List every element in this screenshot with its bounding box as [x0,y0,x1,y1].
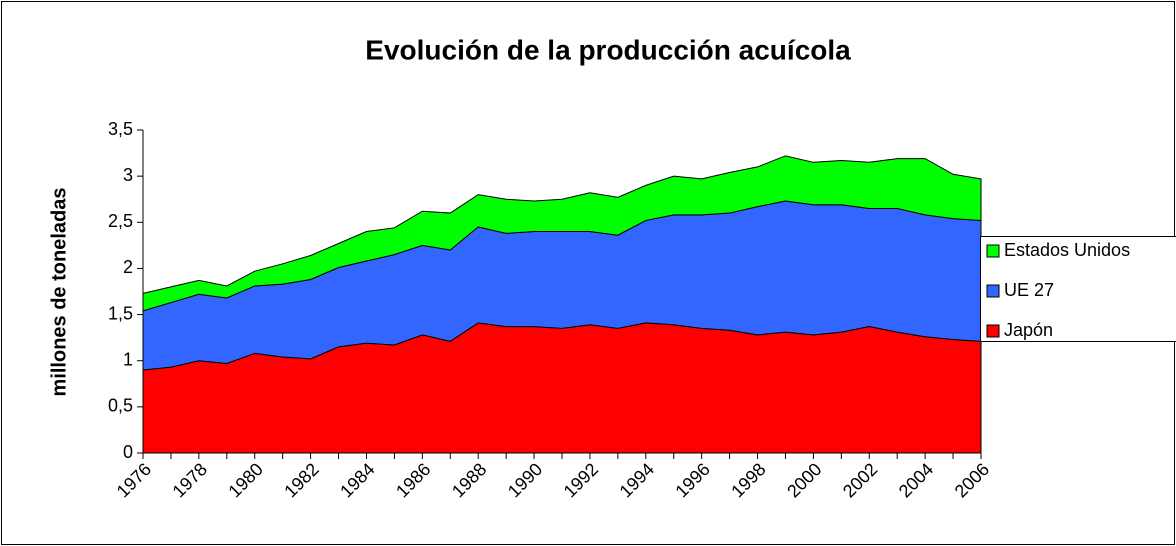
y-tick-label: 3 [123,165,133,185]
y-tick-label: 3,5 [108,119,133,139]
legend-label: Japón [1004,320,1053,340]
y-tick-label: 2 [123,257,133,277]
legend-swatch [986,324,1000,338]
y-tick-label: 2,5 [108,211,133,231]
y-tick-label: 0,5 [108,396,133,416]
y-tick-label: 1,5 [108,303,133,323]
legend-label: Estados Unidos [1004,240,1130,260]
y-tick-label: 0 [123,442,133,462]
area [142,155,982,312]
y-axis-label: millones de toneladas [48,188,70,397]
legend-box [980,236,1176,342]
chart-title: Evolución de la producción acuícola [365,34,851,65]
legend-swatch [986,244,1000,258]
legend-swatch [986,284,1000,298]
y-tick-label: 1 [123,349,133,369]
legend-label: UE 27 [1004,280,1054,300]
